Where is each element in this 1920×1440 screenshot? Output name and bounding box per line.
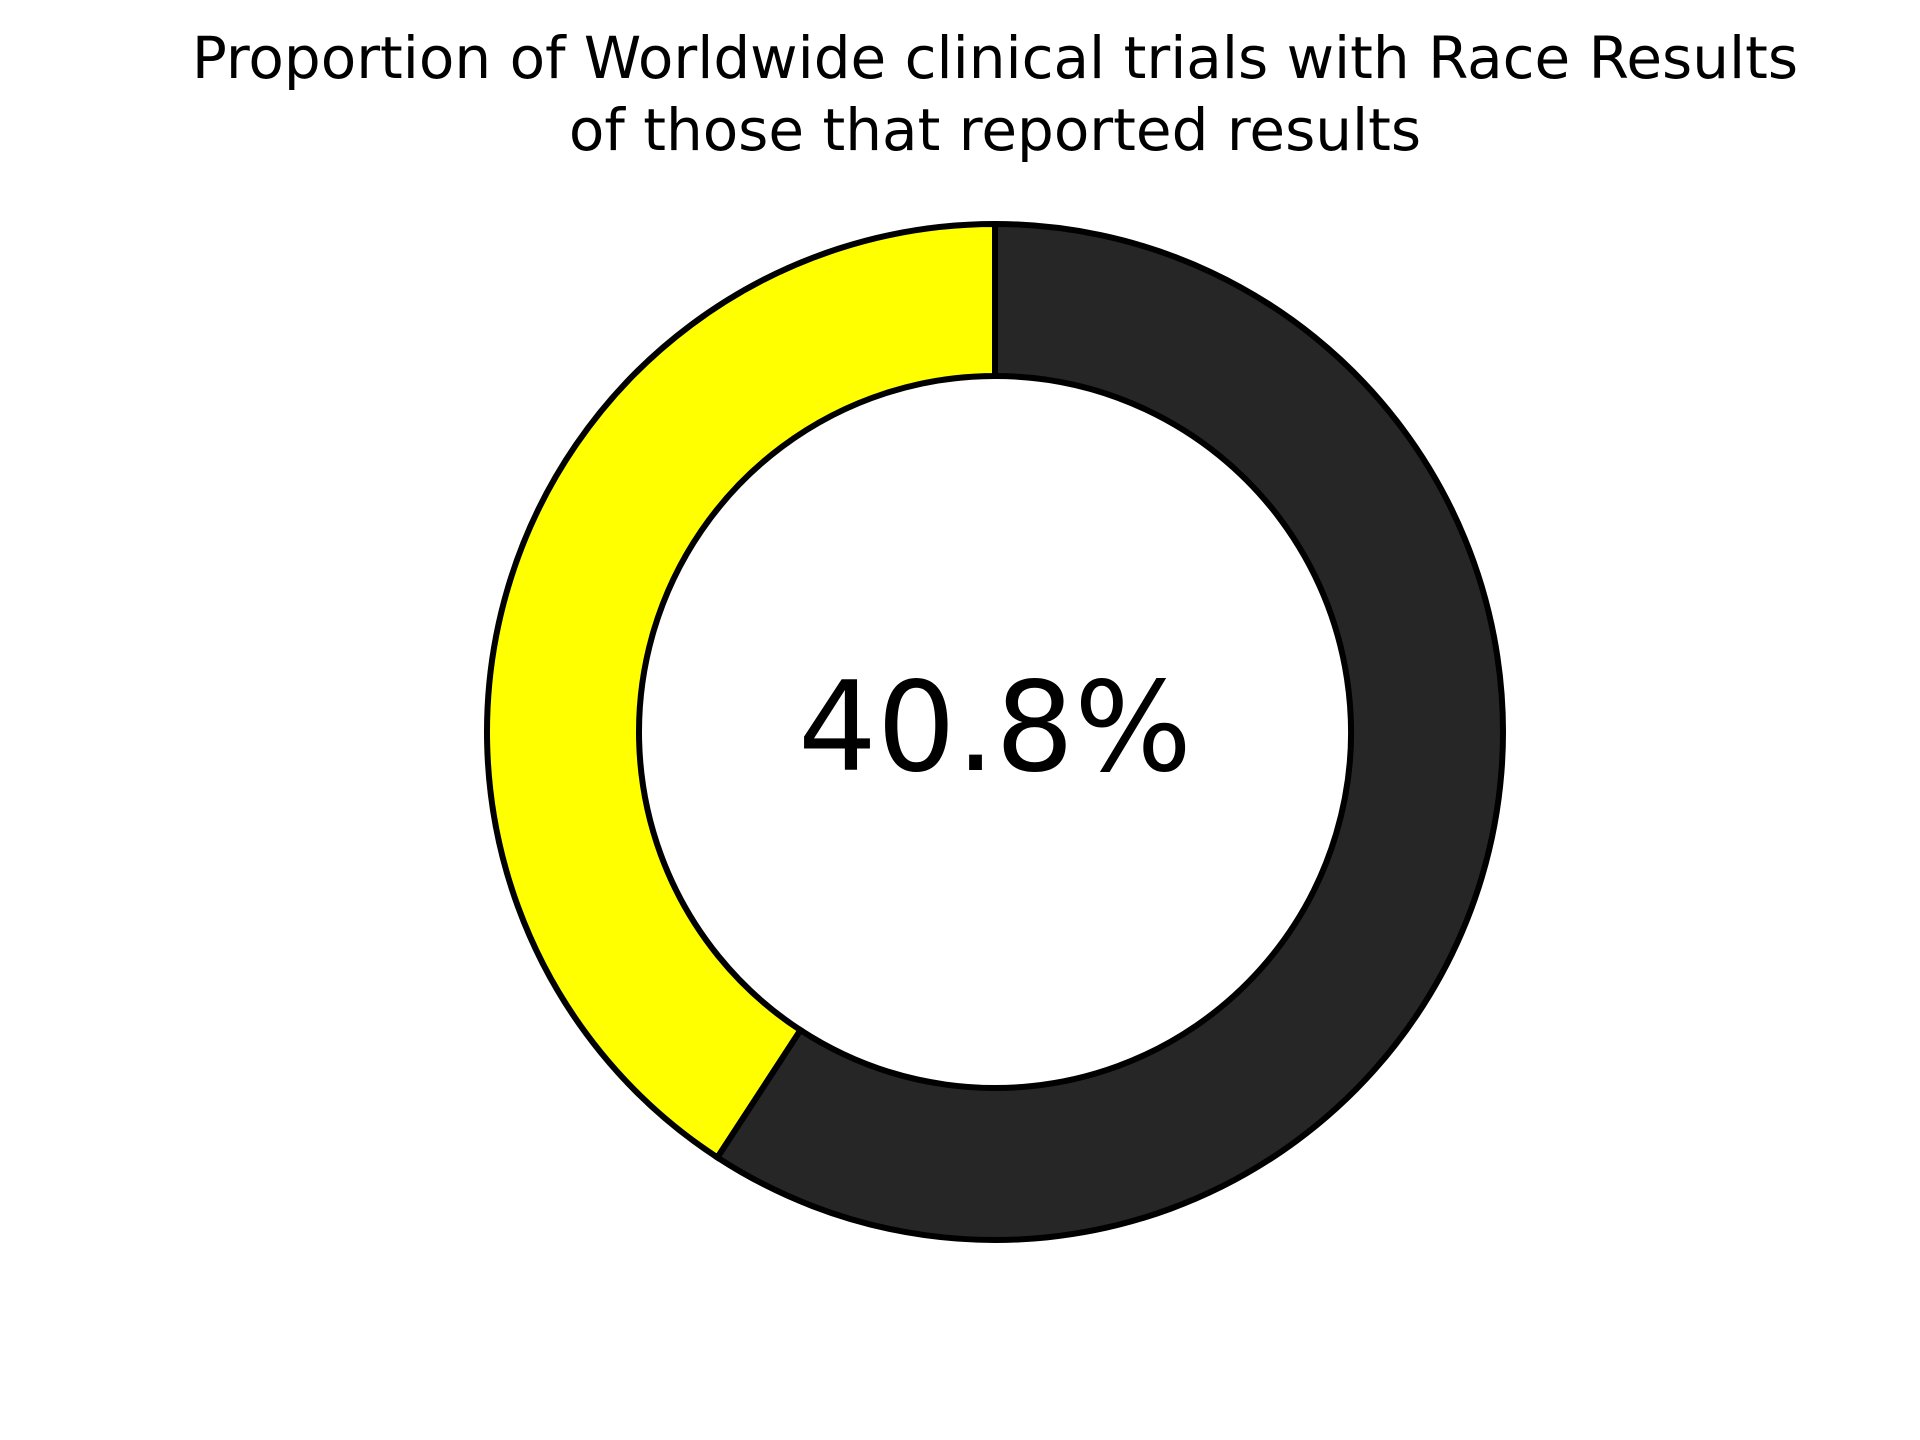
donut-slice-1 bbox=[484, 220, 998, 1162]
chart-title-line-2: of those that reported results bbox=[568, 96, 1422, 164]
chart-title: Proportion of Worldwide clinical trials … bbox=[0, 22, 1920, 166]
chart-title-line-1: Proportion of Worldwide clinical trials … bbox=[191, 24, 1799, 92]
center-percentage-label: 40.8% bbox=[798, 656, 1192, 800]
donut-slices bbox=[484, 220, 1506, 1243]
donut-slice-2 bbox=[713, 220, 1506, 1243]
